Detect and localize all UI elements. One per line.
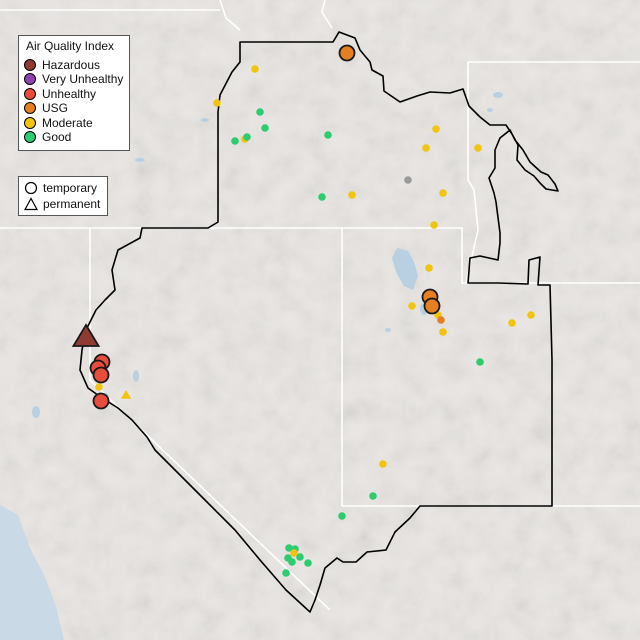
legend-label: temporary: [43, 181, 98, 195]
monitor-marker-moderate-temporary: [290, 549, 298, 557]
monitor-marker-good-temporary: [261, 124, 269, 132]
legend-label: permanent: [43, 197, 101, 211]
legend-item-temporary: temporary: [24, 181, 97, 195]
triangle-icon: [24, 197, 38, 211]
reservoir: [487, 108, 493, 112]
legend-label: USG: [42, 101, 69, 115]
monitor-marker-moderate-temporary: [527, 311, 535, 319]
monitor-marker-hazardous-permanent: [71, 323, 101, 347]
hazardous-swatch: [24, 59, 36, 71]
reservoir: [32, 406, 40, 418]
monitor-marker-usg-temporary: [423, 297, 441, 315]
monitor-marker-moderate-permanent: [120, 390, 132, 399]
legend-label: Unhealthy: [42, 87, 97, 101]
legend-label: Moderate: [42, 116, 93, 130]
monitor-marker-unhealthy-temporary: [92, 392, 110, 410]
monitor-marker-good-temporary: [285, 544, 293, 552]
legend-item-permanent: permanent: [24, 197, 100, 211]
unhealthy-swatch: [24, 88, 36, 100]
legend-item-moderate: Moderate: [24, 116, 93, 130]
state-border: [219, 0, 241, 31]
monitor-marker-good-temporary: [318, 193, 326, 201]
circle-icon: [24, 181, 38, 195]
aqi-legend: Air Quality Index Hazardous Very Unhealt…: [18, 35, 130, 151]
monitor-marker-moderate-temporary: [430, 221, 438, 229]
pacific-ocean: [0, 505, 64, 640]
good-swatch: [24, 131, 36, 143]
monitor-marker-good-temporary: [296, 553, 304, 561]
monitor-marker-moderate-temporary: [422, 144, 430, 152]
monitor-marker-usg-temporary: [338, 44, 356, 62]
monitor-marker-good-temporary: [338, 512, 346, 520]
monitor-marker-moderate-temporary: [348, 191, 356, 199]
monitor-marker-moderate-temporary: [474, 144, 482, 152]
monitor-markers: [71, 44, 535, 577]
monitor-marker-good-temporary: [282, 569, 290, 577]
monitor-marker-good-temporary: [243, 133, 251, 141]
legend-item-hazardous: Hazardous: [24, 58, 100, 72]
legend-label: Good: [42, 130, 72, 144]
monitor-marker-moderate-temporary: [408, 302, 416, 310]
legend-item-very-unhealthy: Very Unhealthy: [24, 72, 123, 86]
monitor-marker-moderate-temporary: [95, 383, 103, 391]
monitor-marker-usg-temporary: [437, 316, 445, 324]
monitor-marker-moderate-temporary: [432, 125, 440, 133]
monitor-marker-moderate-temporary: [213, 99, 221, 107]
monitor-marker-moderate-temporary: [508, 319, 516, 327]
monitor-marker-unhealthy-temporary: [92, 366, 110, 384]
monitor-marker-moderate-temporary: [425, 264, 433, 272]
monitor-marker-good-temporary: [324, 131, 332, 139]
monitor-marker-moderate-temporary: [379, 460, 387, 468]
monitor-marker-moderate-temporary: [439, 328, 447, 336]
legend-label: Hazardous: [42, 58, 101, 72]
monitor-type-legend: temporary permanent: [18, 176, 108, 216]
monitor-marker-good-temporary: [231, 137, 239, 145]
monitor-marker-no-data-temporary: [404, 176, 412, 184]
monitor-marker-good-temporary: [476, 358, 484, 366]
legend-item-good: Good: [24, 130, 71, 144]
monitor-marker-good-temporary: [369, 492, 377, 500]
very-unhealthy-swatch: [24, 73, 36, 85]
reservoir: [385, 328, 391, 332]
great-salt-lake: [392, 248, 418, 290]
state-border: [465, 62, 479, 284]
pyramid-lake: [133, 370, 139, 382]
monitor-marker-good-temporary: [256, 108, 264, 116]
legend-item-unhealthy: Unhealthy: [24, 87, 96, 101]
state-border: [321, 0, 333, 29]
legend-item-usg: USG: [24, 101, 68, 115]
monitor-marker-moderate-temporary: [439, 189, 447, 197]
legend-title: Air Quality Index: [26, 39, 115, 53]
reservoir: [201, 118, 209, 122]
monitor-marker-good-temporary: [304, 559, 312, 567]
reservoir: [135, 158, 145, 162]
legend-label: Very Unhealthy: [42, 72, 124, 86]
monitor-marker-good-temporary: [288, 558, 296, 566]
usg-swatch: [24, 102, 36, 114]
monitor-marker-moderate-temporary: [251, 65, 259, 73]
reservoir: [493, 92, 503, 98]
moderate-swatch: [24, 117, 36, 129]
